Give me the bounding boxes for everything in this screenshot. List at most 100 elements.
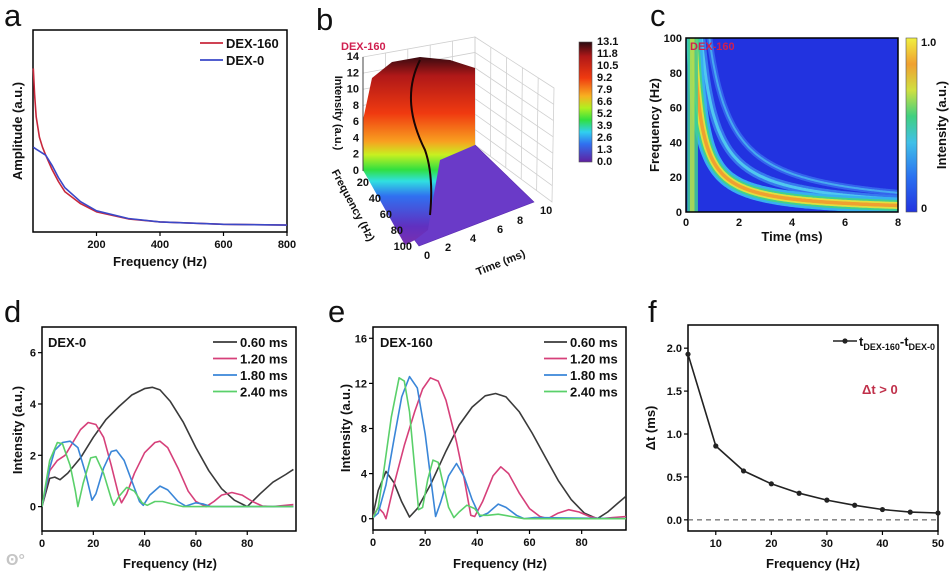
y-tick-label: 0 — [361, 514, 367, 526]
time-tick-label: 4 — [470, 233, 477, 245]
y-tick-label: 8 — [361, 424, 367, 436]
frequency-tick-label: 60 — [380, 209, 392, 221]
legend-label: 0.60 ms — [570, 335, 618, 350]
y-tick-label: 6 — [30, 348, 36, 360]
colorbar-tick-label: 0 — [921, 203, 927, 215]
x-tick-label: 800 — [278, 239, 296, 251]
time-tick-label: 10 — [540, 205, 552, 217]
x-tick-label: 60 — [523, 537, 535, 549]
legend-text-part: DEX-160 — [863, 342, 900, 352]
series-group — [685, 351, 941, 516]
colorbar-tick-label: 0.0 — [597, 156, 612, 168]
grid-line — [474, 129, 553, 187]
time-tick-label: 0 — [424, 250, 430, 262]
panel-letter-f: f — [648, 294, 657, 329]
data-point — [713, 443, 719, 449]
heatmap-ridge — [692, 38, 898, 208]
legend-label: 2.40 ms — [570, 385, 618, 400]
colorbar-tick-label: 11.8 — [597, 48, 618, 60]
x-axis-label: Frequency (Hz) — [766, 556, 860, 571]
z-tick-label: 12 — [347, 67, 359, 79]
y-tick-label: 0.0 — [667, 515, 682, 527]
y-tick-label: 1.5 — [667, 386, 682, 398]
colorbar-tick-label: 6.6 — [597, 96, 612, 108]
panel-letter-d: d — [4, 294, 21, 329]
panel-letter-c: c — [650, 0, 666, 33]
plot-frame — [685, 37, 899, 213]
series-group — [373, 375, 626, 520]
panel-annotation: DEX-0 — [48, 335, 86, 350]
surface-ridge — [363, 57, 475, 245]
x-tick-label: 80 — [241, 538, 253, 550]
x-axis-label: Frequency (Hz) — [113, 254, 207, 269]
colorbar-tick-label: 1.3 — [597, 144, 612, 156]
y-tick-label: 100 — [664, 33, 682, 45]
y-axis-label: Intensity (a.u.) — [338, 384, 353, 472]
colorbar-tick-label: 13.1 — [597, 36, 618, 48]
z-axis-label: Intensity (a.u.) — [332, 76, 344, 151]
x-tick-label: 80 — [576, 537, 588, 549]
legend-text-part: DEX-0 — [909, 342, 936, 352]
frequency-tick-label: 40 — [369, 193, 381, 205]
data-point — [852, 502, 858, 508]
y-tick-label: 4 — [30, 399, 37, 411]
legend-label: DEX-0 — [226, 53, 264, 68]
colorbar-tick-label: 2.6 — [597, 132, 612, 144]
panel-letter-e: e — [328, 294, 345, 329]
plot-frame — [687, 324, 939, 532]
series-line-0-60-ms — [373, 392, 626, 520]
y-tick-label: 12 — [355, 378, 367, 390]
colorbar-label: Intensity (a.u.) — [934, 81, 949, 169]
x-tick-label: 0 — [39, 538, 45, 550]
series-line-tDEX-160-tDEX-0 — [687, 353, 939, 514]
y-tick-label: 80 — [670, 68, 682, 80]
y-axis-label: Amplitude (a.u.) — [10, 82, 25, 180]
time-axis-label: Time (ms) — [475, 248, 528, 279]
x-tick-label: 0 — [370, 537, 376, 549]
x-axis-label: Time (ms) — [761, 229, 822, 244]
legend-label: tDEX-160-tDEX-0 — [859, 334, 935, 352]
y-tick-label: 2.0 — [667, 343, 682, 355]
x-tick-label: 4 — [789, 217, 796, 229]
legend-label: 1.20 ms — [570, 352, 618, 367]
heatmap-ridge — [708, 38, 898, 194]
time-tick-label: 8 — [517, 215, 523, 227]
z-tick-label: 6 — [353, 116, 359, 128]
x-axis-label: Frequency (Hz) — [123, 556, 217, 571]
colorbar-tick-label: 7.9 — [597, 84, 612, 96]
y-tick-label: 20 — [670, 172, 682, 184]
surface-annotation: DEX-160 — [341, 41, 386, 53]
x-tick-label: 2 — [736, 217, 742, 229]
colorbar-c — [905, 37, 918, 213]
y-tick-label: 2 — [30, 450, 36, 462]
colorbar-tick-label: 3.9 — [597, 120, 612, 132]
legend-text-part: -t — [900, 334, 909, 349]
panel-annotation: DEX-160 — [380, 335, 433, 350]
time-tick-label: 6 — [497, 224, 503, 236]
x-tick-label: 0 — [683, 217, 689, 229]
heatmap-annotation: DEX-160 — [690, 41, 735, 53]
frequency-tick-label: 20 — [357, 177, 369, 189]
x-tick-label: 600 — [214, 239, 232, 251]
series-line-DEX-160 — [32, 68, 288, 226]
series-group — [42, 386, 294, 508]
z-tick-label: 0 — [353, 165, 359, 177]
colorbar-tick-label: 1.0 — [921, 37, 936, 49]
series-line-1-20-ms — [42, 421, 294, 508]
colorbar-tick-label: 5.2 — [597, 108, 612, 120]
x-tick-label: 20 — [419, 537, 431, 549]
y-tick-label: 60 — [670, 103, 682, 115]
y-tick-label: 1.0 — [667, 429, 682, 441]
delta-t-annotation: Δt > 0 — [862, 382, 898, 397]
x-tick-label: 20 — [87, 538, 99, 550]
y-axis-label: Frequency (Hz) — [647, 78, 662, 172]
x-tick-label: 10 — [710, 538, 722, 550]
series-line-2-40-ms — [373, 376, 626, 520]
data-point — [796, 490, 802, 496]
legend-marker — [842, 338, 848, 344]
watermark: ʘ° — [6, 552, 25, 569]
y-tick-label: 4 — [361, 469, 368, 481]
grid-line — [505, 57, 507, 168]
z-tick-label: 14 — [347, 51, 360, 63]
z-tick-label: 4 — [353, 132, 360, 144]
